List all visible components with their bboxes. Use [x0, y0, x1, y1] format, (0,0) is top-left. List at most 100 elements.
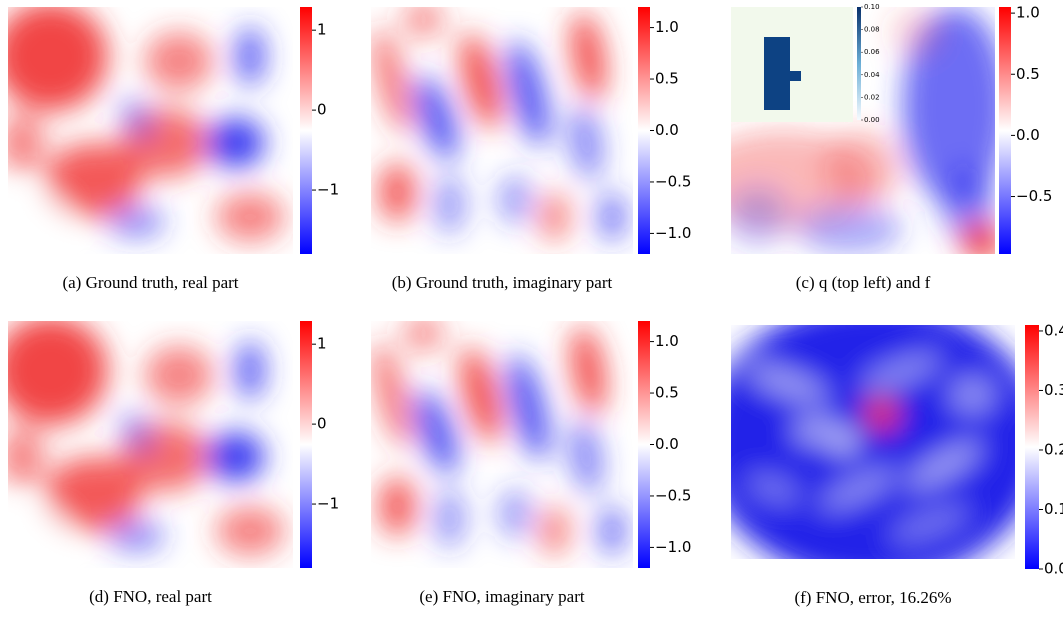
- colorbar-tick-label: 0: [317, 415, 327, 433]
- field-blob: [906, 441, 982, 489]
- colorbar-tick-label: −1: [317, 181, 339, 199]
- colorbar-tick-label: 0.5: [655, 384, 679, 402]
- heatmap: [8, 321, 293, 568]
- colorbar-tick-label: 0.0: [655, 435, 679, 453]
- field-blob: [598, 506, 626, 556]
- field-blob: [902, 7, 995, 205]
- inset-colorbar: [857, 7, 861, 120]
- heatmap: [731, 325, 1015, 559]
- field-blob: [864, 397, 899, 431]
- colorbar-tick-label: −1: [317, 495, 339, 513]
- heatmap: [8, 7, 293, 254]
- field-blob: [107, 207, 165, 237]
- colorbar-tick-label: 1: [317, 335, 327, 353]
- inset-tick-label: 0.10: [864, 3, 880, 11]
- field-blob: [45, 142, 142, 217]
- inset-tick-label: 0.00: [864, 116, 880, 124]
- field-blob: [378, 476, 416, 536]
- field: [8, 321, 285, 556]
- panel: 1.0 0.5 0.0 −0.5 −1.0 (e) FNO, imaginary part: [371, 321, 691, 606]
- caption: (c) q (top left) and f: [796, 273, 931, 292]
- caption: (e) FNO, imaginary part: [419, 587, 585, 606]
- colorbar-tick-label: 0: [317, 101, 327, 119]
- panel: 1.0 0.5 0.0 −0.5 (c) q (top left) and f 0.00 0…: [731, 3, 1052, 292]
- field-blob: [378, 162, 416, 222]
- field-blob: [731, 325, 1015, 559]
- field-blob: [8, 427, 46, 487]
- colorbar: [638, 321, 650, 568]
- colorbar-tick-label: 0.1: [1044, 500, 1063, 518]
- colorbar: [638, 7, 650, 254]
- colorbar-tick-label: −1.0: [655, 538, 691, 556]
- colorbar-tick-label: 0.4: [1044, 321, 1063, 339]
- field-blob: [8, 321, 108, 425]
- field-blob: [107, 521, 165, 551]
- panel: 0.0 0.1 0.2 0.3 0.4 (f) FNO, error, 16.26%: [731, 321, 1063, 607]
- field-blob: [461, 33, 501, 129]
- caption: (f) FNO, error, 16.26%: [794, 588, 951, 607]
- field-blob: [45, 456, 142, 531]
- field-blob: [507, 354, 549, 461]
- heatmap: [371, 7, 633, 254]
- inset-bg: [731, 7, 853, 122]
- colorbar-tick-label: 1.0: [655, 18, 679, 36]
- field-blob: [538, 192, 571, 242]
- field-blob: [746, 474, 801, 504]
- colorbar: [1025, 325, 1039, 569]
- colorbar-tick-label: −0.5: [1016, 187, 1052, 205]
- field-blob: [402, 7, 445, 40]
- field-blob: [538, 506, 571, 556]
- field-blob: [793, 416, 839, 445]
- field-blob: [889, 7, 943, 57]
- field-blob: [499, 174, 531, 225]
- field-blob: [121, 98, 152, 139]
- field-blob: [8, 113, 46, 173]
- field: [731, 7, 995, 254]
- field: [373, 7, 626, 242]
- field-blob: [819, 467, 898, 510]
- field-blob: [507, 40, 549, 147]
- panel: 1.0 0.5 0.0 −0.5 −1.0 (b) Ground truth, imagi…: [371, 7, 691, 292]
- field-blob: [571, 326, 606, 415]
- field-blob: [949, 376, 996, 414]
- field-blob: [373, 342, 411, 448]
- field-blob: [144, 31, 214, 91]
- field-blob: [415, 76, 458, 161]
- panel: 1 0 −1 (a) Ground truth, real part: [8, 7, 339, 292]
- field-blob: [461, 347, 501, 443]
- field-blob: [833, 430, 856, 454]
- field: [8, 7, 285, 242]
- field-blob: [569, 106, 603, 180]
- colorbar-tick-label: 1.0: [655, 332, 679, 350]
- field-blob: [216, 192, 285, 242]
- colorbar-tick-label: 1.0: [1016, 4, 1040, 22]
- colorbar-tick-label: 0.5: [1016, 65, 1040, 83]
- caption: (a) Ground truth, real part: [62, 273, 238, 292]
- heatmap: [371, 321, 633, 568]
- colorbar-tick-label: 0.2: [1044, 440, 1063, 458]
- field-blob: [433, 488, 466, 549]
- field-blob: [8, 197, 65, 237]
- colorbar-tick-label: 0.0: [1044, 560, 1063, 578]
- inset-tick-label: 0.04: [864, 71, 880, 79]
- field-blob: [598, 192, 626, 242]
- colorbar: [999, 7, 1011, 254]
- field-blob: [236, 340, 265, 401]
- field-blob: [121, 412, 152, 453]
- colorbar-tick-label: −0.5: [655, 172, 691, 190]
- field-blob: [216, 506, 285, 556]
- field-blob: [889, 505, 971, 543]
- field-blob: [8, 7, 108, 111]
- inset-tick-label: 0.06: [864, 48, 880, 56]
- field-blob: [861, 353, 942, 391]
- colorbar-tick-label: 0.5: [655, 70, 679, 88]
- field: [373, 321, 626, 556]
- field-blob: [499, 488, 531, 539]
- field-blob: [207, 432, 265, 482]
- colorbar-tick-label: −1.0: [655, 224, 691, 242]
- field-blob: [747, 365, 829, 402]
- field: [731, 325, 1015, 559]
- inset-shape: [764, 37, 801, 110]
- colorbar-tick-label: 0.3: [1044, 381, 1063, 399]
